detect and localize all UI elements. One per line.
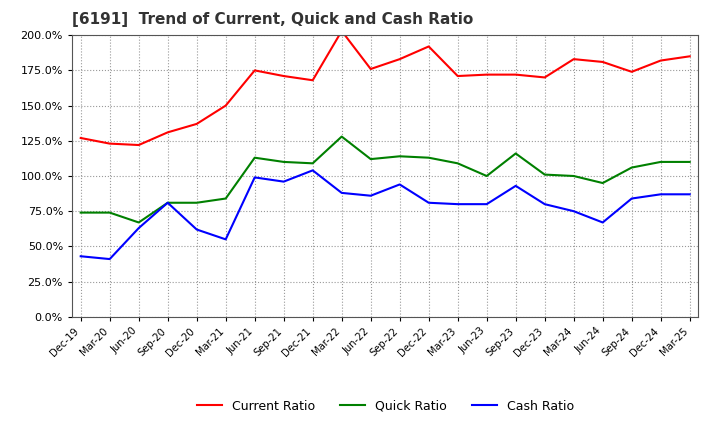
Quick Ratio (627, 165, 636, 170)
Cash Ratio (105, 257, 114, 262)
Quick Ratio (366, 157, 375, 162)
Cash Ratio (657, 192, 665, 197)
Current Ratio (541, 75, 549, 80)
Current Ratio (163, 130, 172, 135)
Current Ratio (657, 58, 665, 63)
Cash Ratio (251, 175, 259, 180)
Cash Ratio (541, 202, 549, 207)
Current Ratio (570, 56, 578, 62)
Cash Ratio (163, 200, 172, 205)
Current Ratio (482, 72, 491, 77)
Text: [6191]  Trend of Current, Quick and Cash Ratio: [6191] Trend of Current, Quick and Cash … (72, 12, 473, 27)
Line: Quick Ratio: Quick Ratio (81, 136, 690, 223)
Quick Ratio (511, 151, 520, 156)
Line: Cash Ratio: Cash Ratio (81, 170, 690, 259)
Quick Ratio (76, 210, 85, 215)
Cash Ratio (308, 168, 317, 173)
Quick Ratio (135, 220, 143, 225)
Cash Ratio (627, 196, 636, 201)
Quick Ratio (541, 172, 549, 177)
Current Ratio (454, 73, 462, 79)
Quick Ratio (454, 161, 462, 166)
Current Ratio (424, 44, 433, 49)
Current Ratio (511, 72, 520, 77)
Current Ratio (627, 69, 636, 74)
Cash Ratio (511, 183, 520, 188)
Current Ratio (598, 59, 607, 65)
Quick Ratio (482, 173, 491, 179)
Quick Ratio (251, 155, 259, 160)
Quick Ratio (221, 196, 230, 201)
Quick Ratio (424, 155, 433, 160)
Cash Ratio (685, 192, 694, 197)
Quick Ratio (163, 200, 172, 205)
Quick Ratio (338, 134, 346, 139)
Current Ratio (308, 77, 317, 83)
Cash Ratio (279, 179, 288, 184)
Quick Ratio (570, 173, 578, 179)
Current Ratio (192, 121, 201, 127)
Current Ratio (685, 54, 694, 59)
Cash Ratio (338, 190, 346, 195)
Current Ratio (76, 136, 85, 141)
Cash Ratio (454, 202, 462, 207)
Current Ratio (135, 143, 143, 148)
Cash Ratio (598, 220, 607, 225)
Cash Ratio (570, 209, 578, 214)
Current Ratio (279, 73, 288, 79)
Quick Ratio (279, 159, 288, 165)
Cash Ratio (192, 227, 201, 232)
Quick Ratio (192, 200, 201, 205)
Cash Ratio (221, 237, 230, 242)
Cash Ratio (424, 200, 433, 205)
Legend: Current Ratio, Quick Ratio, Cash Ratio: Current Ratio, Quick Ratio, Cash Ratio (192, 395, 579, 418)
Cash Ratio (395, 182, 404, 187)
Quick Ratio (598, 180, 607, 186)
Current Ratio (221, 103, 230, 108)
Current Ratio (338, 28, 346, 33)
Quick Ratio (395, 154, 404, 159)
Current Ratio (395, 56, 404, 62)
Quick Ratio (308, 161, 317, 166)
Cash Ratio (135, 225, 143, 231)
Quick Ratio (685, 159, 694, 165)
Line: Current Ratio: Current Ratio (81, 31, 690, 145)
Current Ratio (105, 141, 114, 146)
Quick Ratio (105, 210, 114, 215)
Current Ratio (251, 68, 259, 73)
Cash Ratio (76, 253, 85, 259)
Cash Ratio (482, 202, 491, 207)
Quick Ratio (657, 159, 665, 165)
Current Ratio (366, 66, 375, 72)
Cash Ratio (366, 193, 375, 198)
